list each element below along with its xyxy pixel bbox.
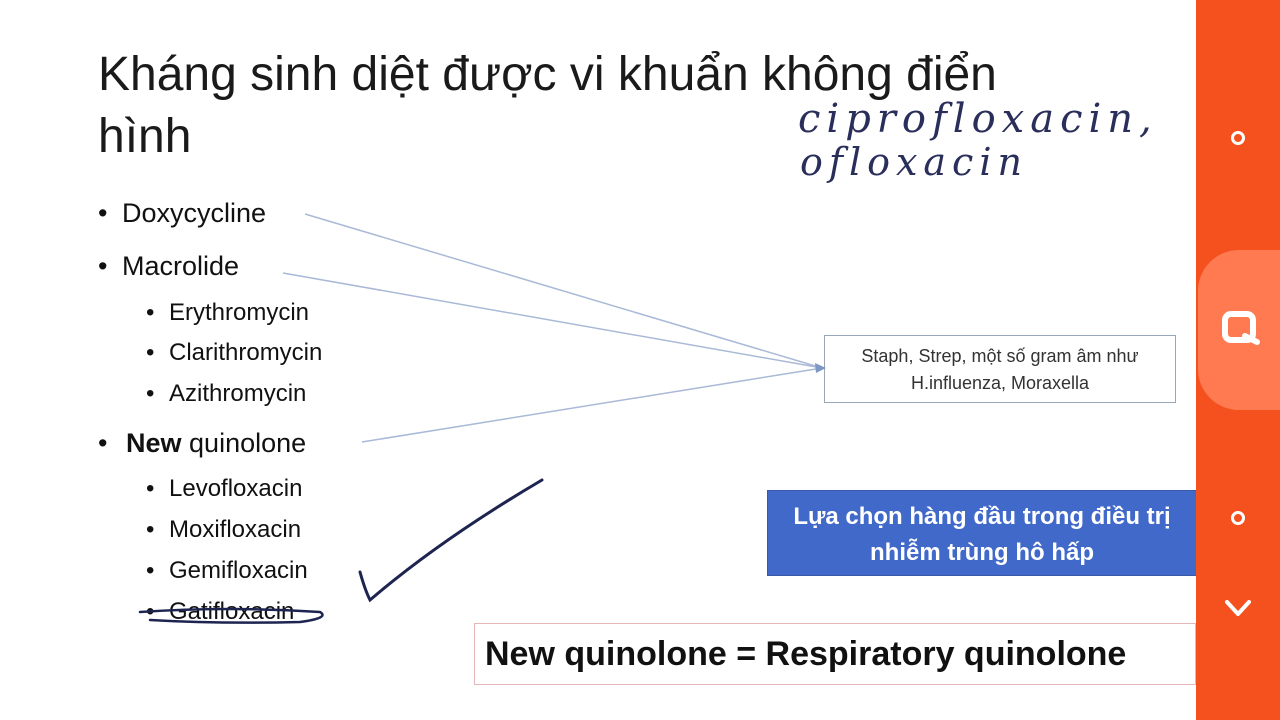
bullet-levofloxacin: • Levofloxacin [146,475,303,502]
title-line-1: Kháng sinh diệt được vi khuẩn không điển [98,48,997,101]
sidebar-collapse-button[interactable] [1196,596,1280,625]
first-choice-box: Lựa chọn hàng đầu trong điều trị nhiễm t… [767,490,1196,576]
bullet-new-quinolone: • New quinolone [98,428,307,458]
handwritten-checkmark [358,478,544,603]
handwritten-note-line-2: ofloxacin [800,140,1028,184]
bullet-doxycycline: • Doxycycline [98,198,267,228]
first-choice-line-1: Lựa chọn hàng đầu trong điều trị [793,503,1171,530]
title-line-2: hình [98,110,192,163]
magnifier-highlight [1198,250,1280,410]
magnifier-icon [1222,311,1260,345]
bullet-gemifloxacin: • Gemifloxacin [146,557,308,584]
arrow-head [815,363,826,373]
sidebar-circle-button-bottom[interactable] [1196,511,1280,525]
bullet-erythromycin: • Erythromycin [146,299,310,326]
handwritten-strikethrough [138,607,324,624]
sidebar-magnifier-button[interactable] [1198,304,1280,359]
handwritten-note-line-1: ciprofloxacin, [798,96,1158,142]
target-box-line-2: H.influenza, Moraxella [910,373,1090,393]
sidebar-circle-button-top[interactable] [1196,131,1280,145]
target-organisms-box: Staph, Strep, một số gram âm như H.influ… [824,335,1176,403]
chevron-down-icon [1225,600,1251,616]
equation-box: New quinolone = Respiratory quinolone [474,623,1196,685]
bullet-azithromycin: • Azithromycin [146,380,307,407]
arrow-doxycycline [304,213,823,369]
bullet-moxifloxacin: • Moxifloxacin [146,516,302,543]
bullet-clarithromycin: • Clarithromycin [146,339,323,366]
annotation-layer [138,213,826,624]
circle-icon [1231,131,1245,145]
target-box-line-1: Staph, Strep, một số gram âm như [861,346,1139,366]
arrow-new-quinolone [361,367,823,443]
first-choice-line-2: nhiễm trùng hô hấp [870,539,1094,566]
slide-title: Kháng sinh diệt được vi khuẩn không điển… [98,44,1098,168]
arrow-macrolide [282,272,823,369]
bullet-macrolide: • Macrolide [98,251,240,281]
circle-icon [1231,511,1245,525]
slide: Kháng sinh diệt được vi khuẩn không điển… [98,44,1196,685]
